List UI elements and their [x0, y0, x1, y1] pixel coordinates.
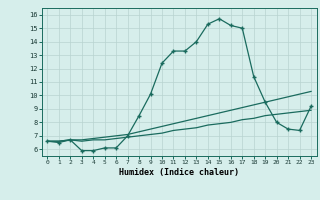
- X-axis label: Humidex (Indice chaleur): Humidex (Indice chaleur): [119, 168, 239, 177]
